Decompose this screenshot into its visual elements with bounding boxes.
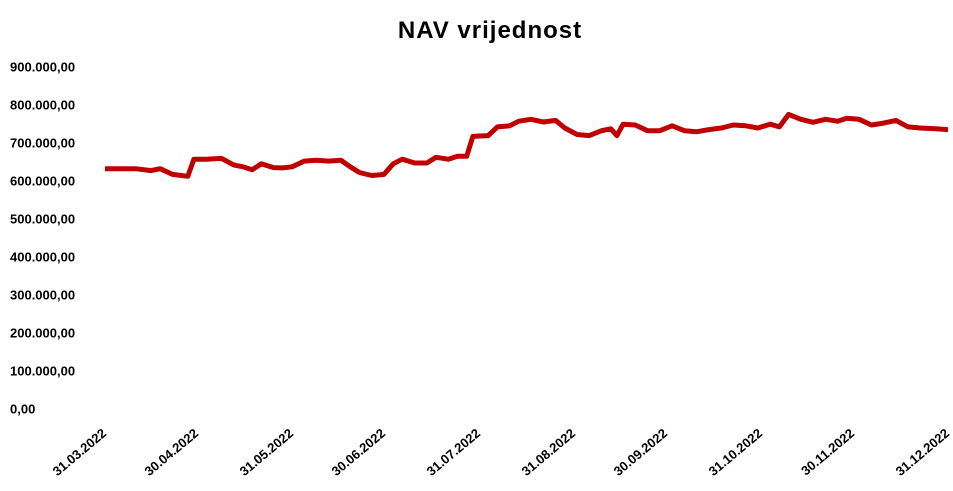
y-tick-label: 600.000,00 xyxy=(10,173,75,188)
x-tick-label: 30.09.2022 xyxy=(611,425,670,478)
x-tick-label: 31.12.2022 xyxy=(893,425,952,478)
x-tick-label: 31.05.2022 xyxy=(237,425,296,478)
line xyxy=(105,111,949,179)
x-tick-label: 30.04.2022 xyxy=(142,425,201,478)
x-tick-label: 31.07.2022 xyxy=(424,425,483,478)
y-tick-label: 500.000,00 xyxy=(10,211,75,226)
y-tick-label: 300.000,00 xyxy=(10,287,75,302)
x-tick-label: 30.06.2022 xyxy=(329,425,388,478)
y-tick-label: 400.000,00 xyxy=(10,249,75,264)
x-tick-label: 31.10.2022 xyxy=(706,425,765,478)
y-tick-label: 0,00 xyxy=(10,401,35,416)
y-tick-label: 900.000,00 xyxy=(10,59,75,74)
x-tick-label: 31.03.2022 xyxy=(50,425,109,478)
x-tick-label: 30.11.2022 xyxy=(798,425,857,478)
x-tick-label: 31.08.2022 xyxy=(519,425,578,478)
y-tick-label: 100.000,00 xyxy=(10,363,75,378)
y-tick-label: 200.000,00 xyxy=(10,325,75,340)
y-tick-label: 800.000,00 xyxy=(10,97,75,112)
chart-title: NAV vrijednost xyxy=(398,17,582,44)
y-tick-label: 700.000,00 xyxy=(10,135,75,150)
